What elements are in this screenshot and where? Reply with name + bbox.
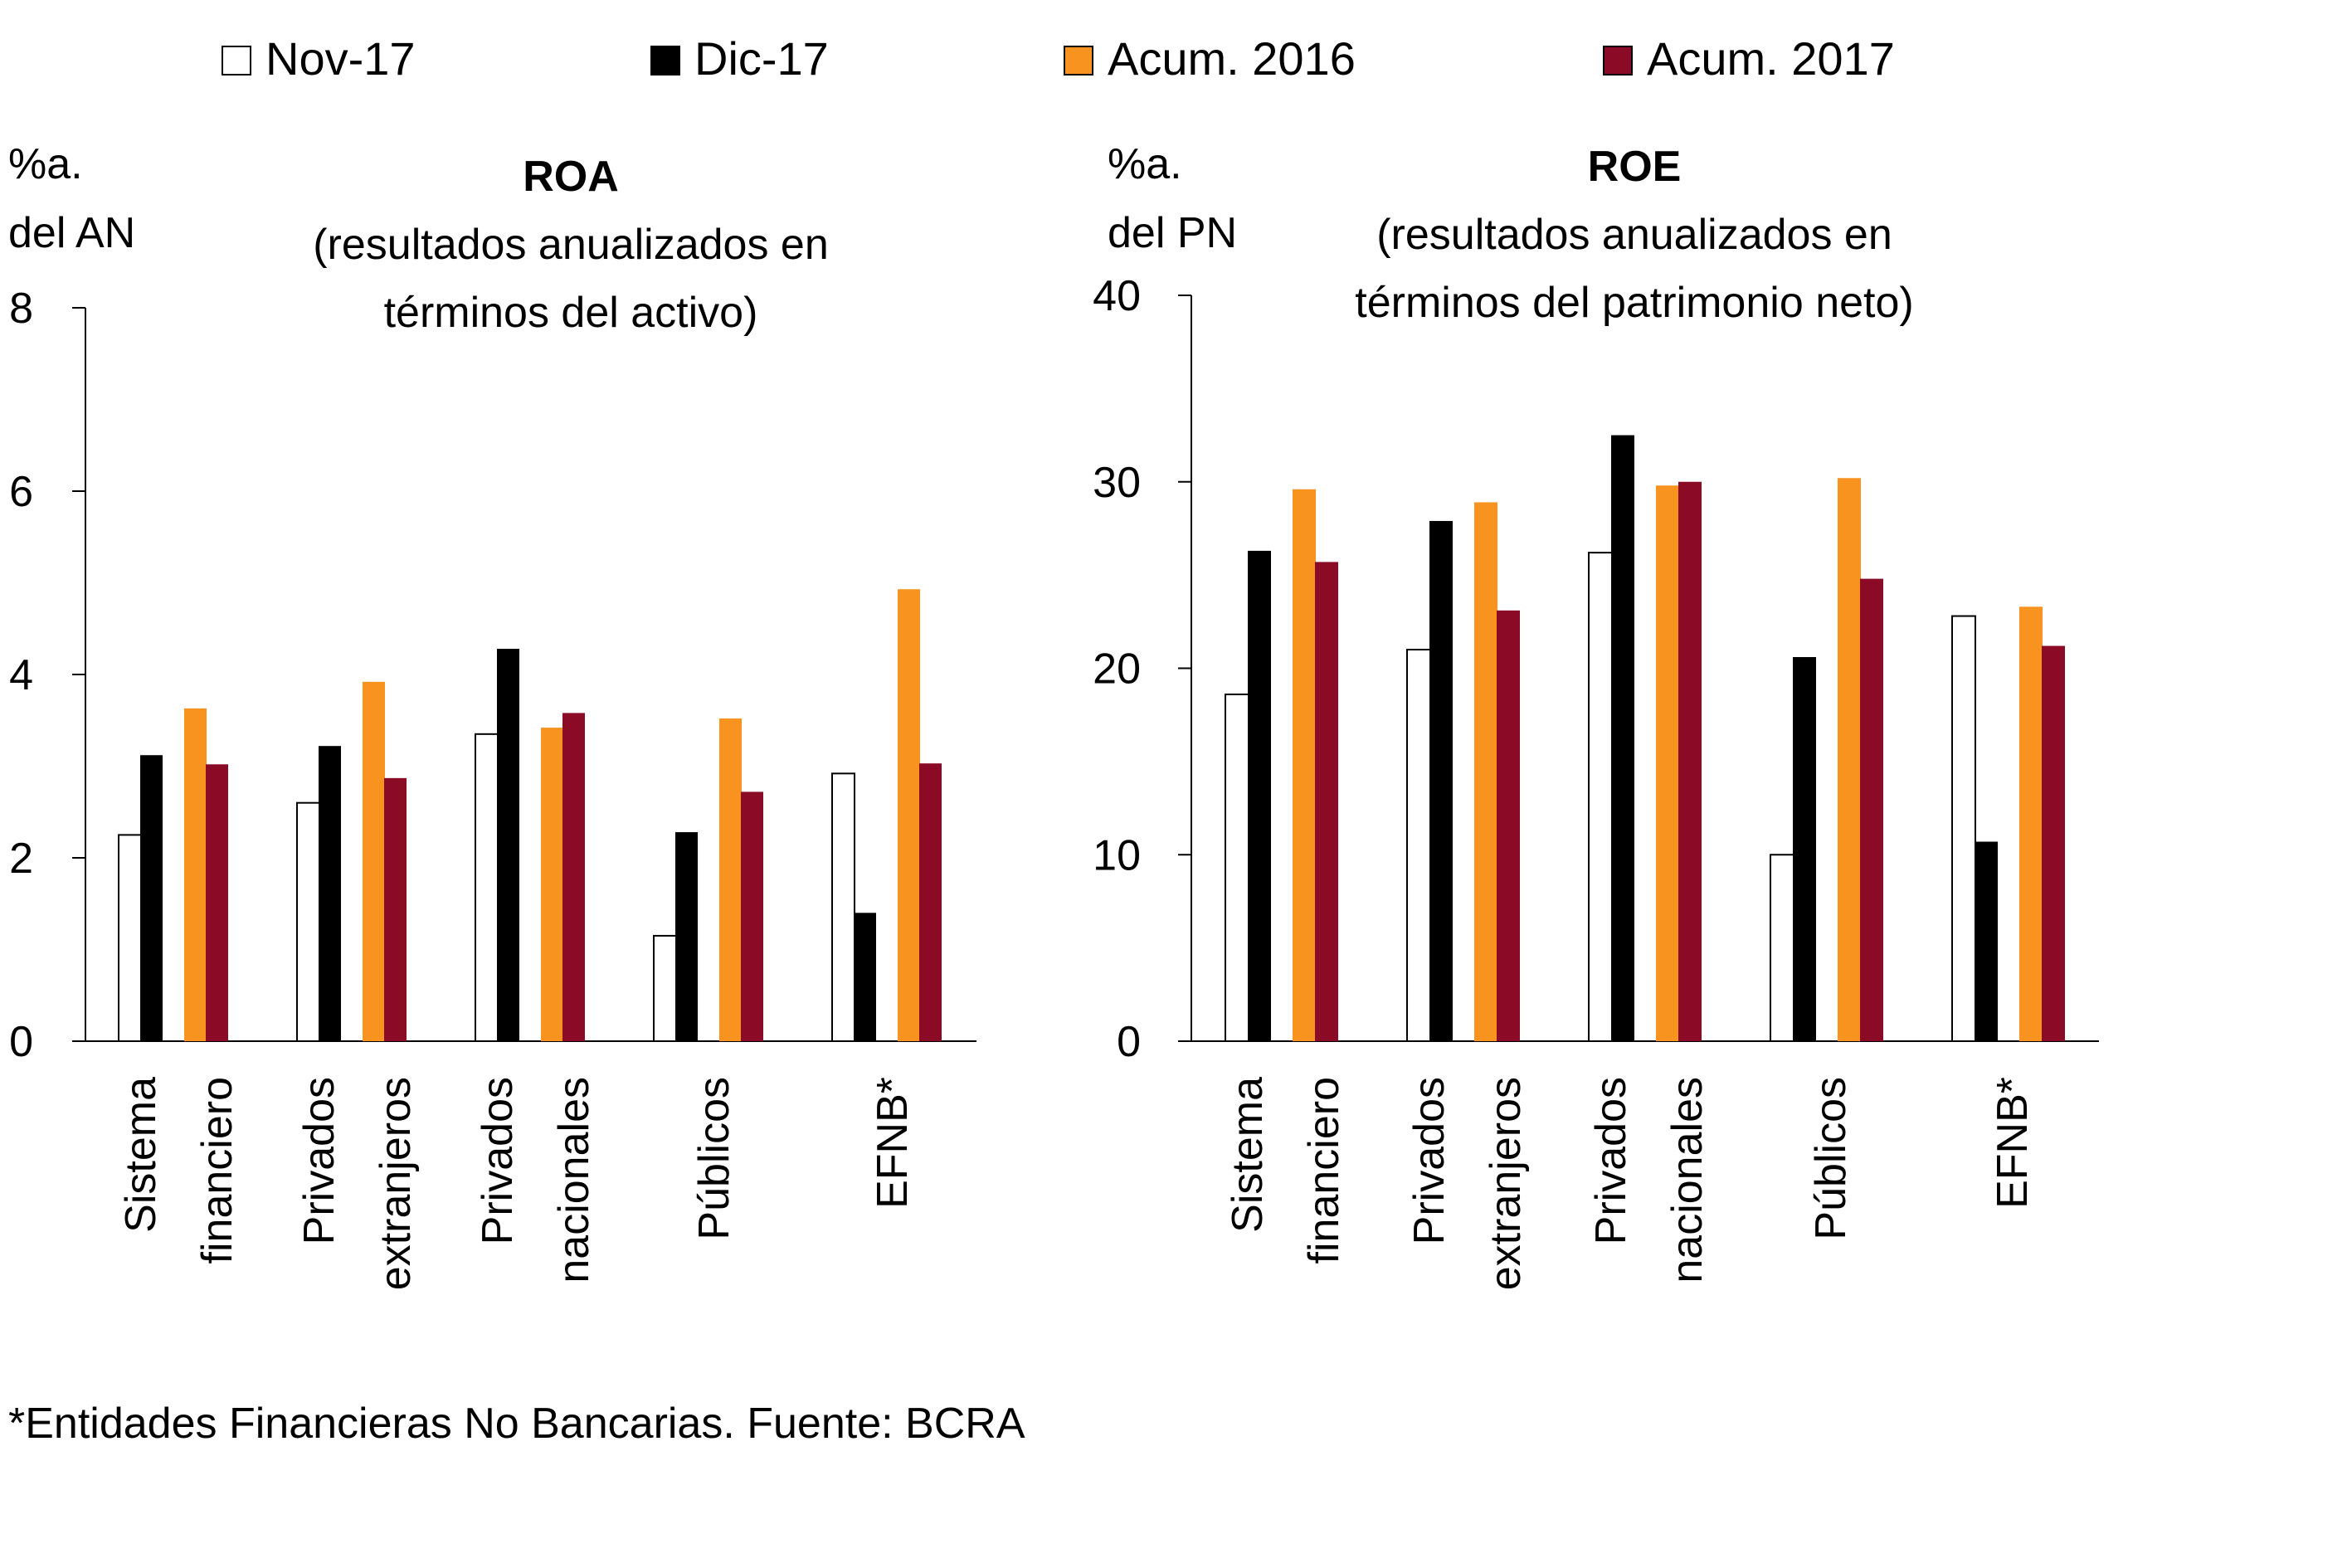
roe-bar-dic-17 (1248, 550, 1271, 1041)
roe-y-tick-label: 20 (1093, 645, 1141, 694)
roe-bar-acum-2017 (2042, 645, 2065, 1041)
roe-subtitle-line2: términos del patrimonio neto) (1355, 279, 1913, 327)
roa-category-label: Privados (295, 1077, 343, 1244)
roe-bar-acum-2017 (1497, 610, 1520, 1041)
roa-bar-dic-17 (140, 755, 163, 1041)
roa-bar-dic-17 (319, 746, 341, 1041)
legend-swatch-acum-2017 (1603, 46, 1633, 75)
roe-bar-nov-17 (1225, 693, 1249, 1043)
roa-ylabel-line1: %a. (8, 140, 83, 188)
roe-bar-nov-17 (1588, 552, 1613, 1042)
roe-title: ROE (1588, 143, 1682, 191)
roe-category-label: extranjeros (1482, 1077, 1530, 1290)
roe-y-tick-label: 30 (1093, 459, 1141, 507)
legend-swatch-dic-17 (650, 46, 680, 75)
roa-category-label: EFNB* (869, 1077, 917, 1209)
roa-y-tick-label: 4 (9, 651, 33, 699)
roe-y-tick-label: 40 (1093, 272, 1141, 320)
roa-category-label: Privados (474, 1077, 522, 1244)
roa-title: ROA (523, 153, 619, 201)
legend-swatch-nov-17 (222, 46, 251, 75)
legend-label-dic-17: Dic-17 (694, 32, 829, 85)
roe-bar-acum-2016 (1656, 485, 1679, 1041)
roe-subtitle-line1: (resultados anualizados en (1376, 211, 1892, 259)
roe-bar-nov-17 (1406, 649, 1431, 1043)
roa-y-tick-label: 2 (9, 835, 33, 883)
roa-category-label: extranjeros (372, 1077, 420, 1290)
roa-bar-nov-17 (296, 801, 320, 1042)
roe-bar-acum-2016 (2019, 606, 2043, 1041)
footnote: *Entidades Financieras No Bancarias. Fue… (8, 1400, 1025, 1448)
roa-bar-acum-2017 (206, 764, 228, 1041)
roe-bar-dic-17 (1793, 657, 1816, 1041)
roa-category-label: nacionales (550, 1077, 598, 1283)
roe-category-label: EFNB* (1989, 1077, 2037, 1209)
roa-y-tick-label: 8 (9, 285, 33, 333)
legend: Nov-17 Dic-17 Acum. 2016 Acum. 2017 (222, 32, 1895, 85)
roa-bar-nov-17 (118, 834, 142, 1042)
roa-ylabel-line2: del AN (8, 209, 135, 257)
roe-bar-acum-2017 (1678, 481, 1702, 1041)
roe-bar-dic-17 (1611, 435, 1634, 1041)
roe-bar-acum-2016 (1293, 489, 1316, 1041)
roe-panel: %a. del PN ROE (resultados anualizados e… (1093, 140, 2099, 1290)
roa-bar-acum-2016 (184, 708, 207, 1041)
roe-ylabel-line2: del PN (1108, 209, 1237, 257)
roe-bar-acum-2017 (1860, 578, 1883, 1041)
roa-bar-acum-2016 (363, 681, 385, 1041)
roa-bar-dic-17 (675, 832, 698, 1041)
roe-category-label: financiero (1300, 1077, 1348, 1264)
roa-bar-acum-2016 (719, 718, 742, 1041)
roe-y-tick-label: 10 (1093, 831, 1141, 879)
roe-category-label: Privados (1587, 1077, 1635, 1244)
roe-category-label: Públicos (1807, 1077, 1855, 1240)
roe-bar-acum-2016 (1838, 478, 1861, 1041)
roa-subtitle-line1: (resultados anualizados en (313, 221, 829, 269)
roa-bar-nov-17 (475, 733, 499, 1042)
roe-bar-nov-17 (1951, 615, 1976, 1042)
roe-bar-dic-17 (1429, 520, 1453, 1041)
roa-panel: %a. del AN ROA (resultados anualizados e… (8, 140, 976, 1290)
legend-label-acum-2016: Acum. 2016 (1108, 32, 1356, 85)
legend-swatch-acum-2016 (1064, 46, 1093, 75)
legend-label-acum-2017: Acum. 2017 (1647, 32, 1895, 85)
roa-bar-acum-2017 (384, 777, 407, 1041)
roe-ylabel-line1: %a. (1108, 140, 1182, 188)
roa-category-label: Sistema (117, 1077, 165, 1233)
roa-bar-acum-2016 (898, 589, 920, 1041)
roe-category-label: nacionales (1663, 1077, 1712, 1283)
roa-bar-nov-17 (831, 772, 855, 1043)
roa-bar-nov-17 (653, 934, 677, 1043)
roa-y-tick-label: 6 (9, 468, 33, 516)
roa-bar-acum-2017 (562, 713, 585, 1041)
roe-y-tick-label: 0 (1117, 1018, 1141, 1066)
roe-category-label: Privados (1405, 1077, 1454, 1244)
roa-bar-acum-2017 (919, 763, 942, 1041)
roe-bar-nov-17 (1770, 854, 1794, 1042)
legend-label-nov-17: Nov-17 (265, 32, 416, 85)
roa-bar-acum-2016 (541, 728, 563, 1041)
roa-bar-dic-17 (854, 913, 876, 1041)
roa-subtitle-line2: términos del activo) (384, 289, 758, 337)
roe-bar-acum-2016 (1474, 502, 1497, 1041)
roe-category-label: Sistema (1224, 1077, 1272, 1233)
roa-bar-acum-2017 (741, 791, 763, 1041)
roe-bar-dic-17 (1975, 841, 1998, 1041)
roa-category-label: financiero (193, 1077, 241, 1264)
roa-category-label: Públicos (690, 1077, 738, 1240)
roa-y-tick-label: 0 (9, 1018, 33, 1066)
roe-bar-acum-2017 (1315, 562, 1338, 1041)
roa-bar-dic-17 (497, 649, 519, 1041)
